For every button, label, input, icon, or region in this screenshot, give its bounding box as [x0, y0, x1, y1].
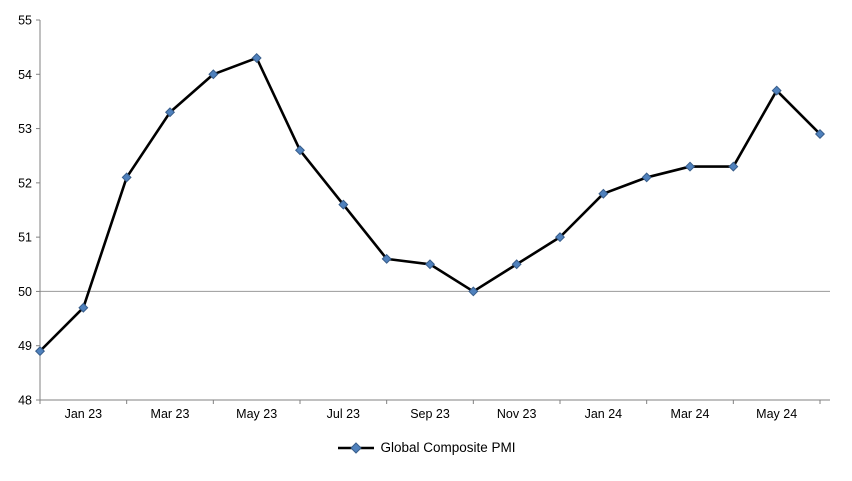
- x-axis-label: May 24: [756, 407, 797, 421]
- y-axis-label: 50: [18, 285, 32, 299]
- data-point-marker: [164, 107, 176, 118]
- y-axis-label: 51: [18, 231, 32, 245]
- y-axis-label: 54: [18, 68, 32, 82]
- data-point-marker: [554, 232, 566, 243]
- y-axis-label: 53: [18, 122, 32, 136]
- x-axis-label: Jul 23: [327, 407, 360, 421]
- data-point-marker: [208, 69, 219, 80]
- data-point-marker: [511, 259, 522, 270]
- x-axis-label: Nov 23: [497, 407, 537, 421]
- data-point-marker: [771, 85, 782, 96]
- data-point-marker: [338, 199, 349, 210]
- x-axis-label: May 23: [236, 407, 277, 421]
- legend-label: Global Composite PMI: [380, 440, 516, 455]
- data-point-marker: [381, 253, 392, 264]
- x-axis-label: Sep 23: [410, 407, 450, 421]
- data-point-marker: [294, 145, 306, 156]
- data-point-marker: [424, 259, 436, 270]
- y-axis-label: 52: [18, 176, 32, 190]
- x-axis-label: Jan 23: [65, 407, 103, 421]
- data-point-marker: [468, 286, 479, 297]
- data-point-marker: [814, 128, 826, 140]
- data-point-marker: [121, 172, 132, 183]
- chart-legend: Global Composite PMI: [0, 438, 852, 458]
- chart-canvas: 48 49 50 51 52 53 54 55 Jan 23 Mar 23 May 23 Jul 23…: [18, 14, 830, 421]
- data-point-marker: [728, 161, 739, 172]
- pmi-series-line: [38, 56, 822, 353]
- y-axis-label: 49: [18, 339, 32, 353]
- y-axis-label: 48: [18, 394, 32, 408]
- data-point-marker: [251, 52, 262, 64]
- data-point-marker: [78, 302, 89, 313]
- x-axis-label: Mar 24: [671, 407, 710, 421]
- x-axis-label: Mar 23: [151, 407, 190, 421]
- data-point-marker: [34, 346, 46, 357]
- data-point-marker: [641, 172, 652, 183]
- y-axis-label: 55: [18, 14, 32, 28]
- data-point-marker: [598, 188, 609, 199]
- data-point-marker: [684, 161, 696, 172]
- legend-line-marker-icon: [338, 442, 375, 454]
- x-axis-label: Jan 24: [585, 407, 623, 421]
